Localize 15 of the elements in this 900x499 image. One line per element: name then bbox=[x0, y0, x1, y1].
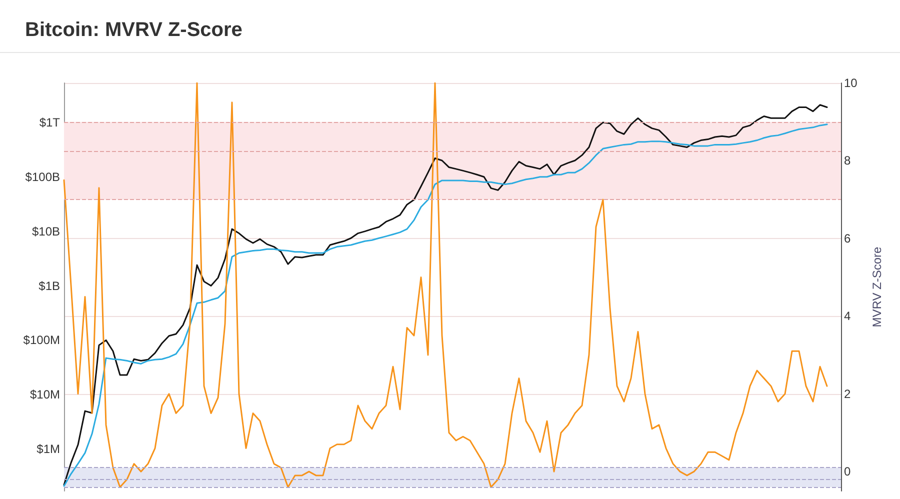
y-tick-label: $100B bbox=[25, 170, 60, 184]
y-tick-label: $10M bbox=[30, 388, 60, 402]
y-tick-label: $1B bbox=[38, 278, 60, 293]
y2-tick-label: 0 bbox=[844, 464, 851, 479]
y-tick-label: $100M bbox=[23, 333, 60, 348]
y2-axis-title: MVRV Z-Score bbox=[870, 246, 884, 328]
y2-tick-label: 4 bbox=[844, 309, 851, 324]
chart-title: Bitcoin: MVRV Z-Score bbox=[25, 19, 242, 41]
y-tick-label: $1M bbox=[36, 442, 60, 456]
y-tick-label: $1T bbox=[39, 115, 61, 130]
y2-tick-label: 10 bbox=[844, 76, 858, 90]
y2-tick-label: 6 bbox=[844, 231, 851, 246]
y2-tick-label: 8 bbox=[844, 154, 851, 168]
y-tick-label: $10B bbox=[32, 224, 60, 238]
y2-tick-label: 2 bbox=[844, 386, 851, 401]
